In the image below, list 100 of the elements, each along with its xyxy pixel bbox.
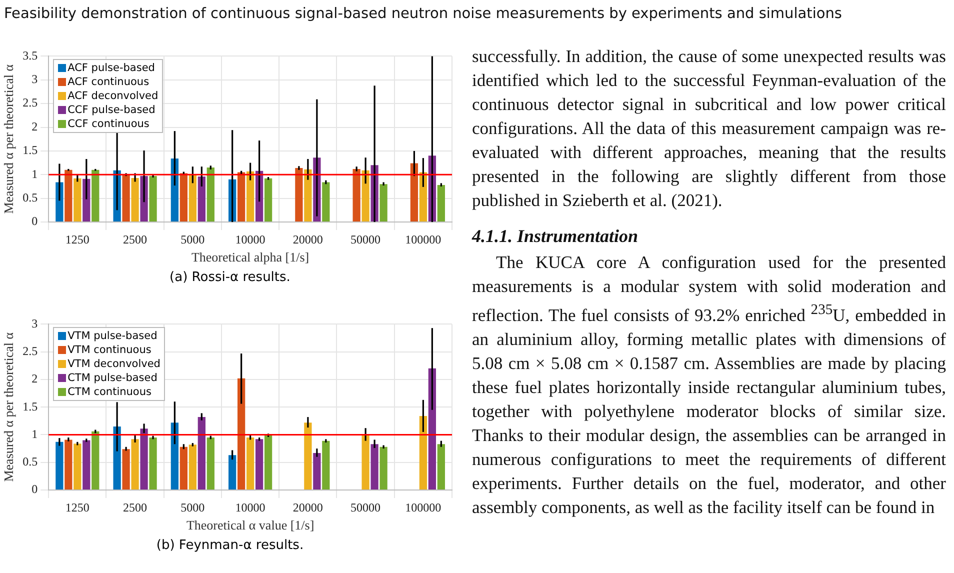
bar <box>437 185 445 222</box>
y-tick-label: 1 <box>32 166 38 181</box>
bar <box>362 170 370 222</box>
bar <box>264 435 272 490</box>
bar <box>206 437 214 490</box>
bar <box>198 417 206 490</box>
chart-title: Feasibility demonstration of continuous signal-based neutron noise measurements by experiments and simulations <box>4 6 842 22</box>
bar <box>246 437 254 490</box>
x-tick-label: 1250 <box>65 500 90 514</box>
y-tick-label: 0.5 <box>22 190 38 204</box>
y-axis-title: Measured α per theoretical α <box>1 332 16 482</box>
y-tick-label: 3 <box>32 316 38 330</box>
bar <box>255 439 264 490</box>
y-tick-label: 1 <box>32 426 38 441</box>
legend-label: VTM deconvolved <box>68 357 160 372</box>
x-tick-label: 5000 <box>180 500 205 514</box>
y-tick-label: 2.5 <box>22 344 38 358</box>
bar <box>264 178 272 222</box>
text: (b) Feynman-α results. <box>155 538 305 553</box>
bar <box>380 446 388 490</box>
bar <box>56 182 64 222</box>
legend-label: ACF deconvolved <box>68 89 158 104</box>
legend-label: CCF pulse-based <box>68 103 156 118</box>
bar <box>113 426 121 490</box>
x-tick-label: 100000 <box>405 500 442 514</box>
x-tick-label: 20000 <box>292 500 323 514</box>
x-axis-title: Theoretical α value [1/s] <box>186 518 314 533</box>
bar <box>140 428 148 490</box>
legend-label: CCF continuous <box>68 117 150 132</box>
bar <box>131 178 139 222</box>
text: (a) Rossi-α results. <box>168 270 292 285</box>
legend-label: CTM continuous <box>68 385 152 400</box>
bar <box>313 452 321 490</box>
bar <box>180 173 188 222</box>
bar <box>419 416 428 490</box>
bar <box>362 434 370 490</box>
legend-label: CTM pulse-based <box>68 371 158 386</box>
bar <box>188 444 196 490</box>
legend-label: VTM continuous <box>68 343 152 358</box>
bar <box>149 176 157 222</box>
y-tick-label: 0.5 <box>22 454 38 469</box>
y-tick-label: 1.5 <box>22 399 38 414</box>
bar <box>370 444 378 490</box>
y-tick-label: 3.5 <box>22 48 38 62</box>
bar <box>352 168 360 222</box>
x-tick-label: 5000 <box>180 232 205 246</box>
bar <box>228 455 236 490</box>
bar <box>206 168 214 222</box>
bar <box>237 172 246 222</box>
legend-label: ACF continuous <box>68 75 150 90</box>
bar <box>198 176 206 222</box>
y-tick-label: 1.5 <box>22 143 38 158</box>
y-tick-label: 2 <box>32 119 38 134</box>
bar <box>170 422 179 490</box>
x-tick-label: 2500 <box>123 232 148 246</box>
y-tick-label: 2.5 <box>22 96 38 110</box>
bar <box>64 440 72 490</box>
x-tick-label: 50000 <box>350 500 381 514</box>
y-tick-label: 2 <box>32 372 38 386</box>
bar <box>380 184 388 222</box>
x-tick-label: 10000 <box>235 500 266 514</box>
bar <box>437 444 445 490</box>
bar <box>295 168 303 222</box>
bar <box>246 171 254 222</box>
bar <box>180 446 188 490</box>
x-tick-label: 2500 <box>123 500 148 514</box>
bar <box>322 440 330 490</box>
x-axis-title: Theoretical alpha [1/s] <box>191 250 310 265</box>
text: The KUCA core A configuration used for the presented measurements is a modular system with solid moderation and reflection. The fuel consists of 93.2% enriched $^{235}$U, embedded in an aluminium alloy, forming metallic plates with dimensions of 5.08 cm × 5.08 cm × 0.1587 cm. Assemblies are made by placing these fuel plates horizontally inside rectangular aluminium tubes, together with polyethylene moderator blocks of similar size. Thanks to their modular design, the assemblies can be arranged in numerous configurations to meet the requirements of different experiments. Further details on the fuel, moderator, and other assembly components, as well as the facility itself can be found in <box>472 252 946 517</box>
x-tick-label: 100000 <box>405 232 442 246</box>
bar <box>410 163 418 222</box>
x-tick-label: 1250 <box>65 232 90 246</box>
bar <box>149 437 157 490</box>
bar <box>56 442 64 490</box>
bar <box>419 172 428 222</box>
bar <box>304 169 312 222</box>
bar <box>122 174 130 222</box>
bar <box>92 170 100 222</box>
bar <box>237 378 246 490</box>
x-tick-label: 50000 <box>350 232 381 246</box>
bar <box>131 439 139 490</box>
bar <box>74 178 82 222</box>
bar <box>82 440 90 490</box>
y-tick-label: 0 <box>32 214 38 228</box>
bar <box>304 422 312 490</box>
bar <box>428 368 436 490</box>
bar <box>322 182 330 222</box>
bar <box>122 449 130 490</box>
bar <box>64 170 72 222</box>
y-tick-label: 3 <box>32 72 38 86</box>
legend-label: ACF pulse-based <box>68 61 155 76</box>
x-tick-label: 10000 <box>235 232 266 246</box>
legend-label: VTM pulse-based <box>68 329 158 344</box>
text: successfully. In addition, the cause of some unexpected results was identified which led to the successful Feynman-evaluation of the continuous detector signal in subcritical and low power critical configurations. All the data of this measurement campaign was re-evaluated with different approaches, meaning that the results presented in the following are slightly different from those published in Szieberth et al. (2021). <box>472 45 946 212</box>
bar <box>188 175 196 222</box>
bar <box>74 444 82 490</box>
x-tick-label: 20000 <box>292 232 323 246</box>
y-axis-title: Measured α per theoretical α <box>1 64 16 214</box>
bar <box>92 431 100 490</box>
text: 4.1.1. Instrumentation <box>472 225 640 248</box>
